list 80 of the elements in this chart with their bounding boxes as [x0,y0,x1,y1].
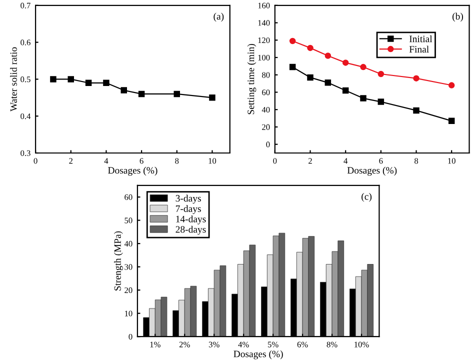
x-tick-label: 4 [104,158,108,164]
y-tick-label: 0.7 [20,2,30,8]
y-tick-label: 40 [124,240,132,247]
legend-label: 28-days [176,226,206,235]
x-axis-title: Dosages (%) [234,350,283,360]
y-tick-label: 40 [262,106,270,113]
y-axis-title: Setting time (min) [247,44,256,114]
x-tick-label: 1% [150,342,160,348]
point [342,87,349,94]
y-tick-label: 80 [262,72,270,78]
x-tick-label: 6% [297,342,308,348]
point [448,82,455,88]
y-tick-label: 60 [262,90,270,96]
x-tick-label: 0 [34,158,38,164]
y-tick-label: 0.5 [20,76,30,82]
y-tick-label: 20 [124,287,132,294]
x-tick-label: 0 [273,158,277,164]
point [289,38,296,44]
legend-label: Final [409,46,429,53]
x-tick-label: 6 [379,158,383,164]
point [360,64,366,70]
x-tick-label: 8 [175,158,179,164]
x-tick-label: 10 [448,158,456,164]
x-tick-label: 5% [268,342,278,348]
legend-label: Initial [409,35,432,42]
point [209,94,216,101]
annotation: (a) [214,12,224,22]
y-tick-label: 0.4 [20,113,31,120]
x-tick-label: 2% [179,342,190,348]
point [307,44,314,52]
x-axis-title: Dosages (%) [108,166,158,176]
y-axis-title: Strength (MPa) [114,231,123,290]
y-tick-label: 10 [125,310,132,316]
y-tick-label: 0 [266,142,270,148]
point [324,80,332,86]
x-tick-label: 2 [69,158,73,164]
point [448,118,455,124]
y-axis-title: Water solid ratio [10,47,17,112]
y-tick-label: 120 [258,37,270,44]
x-tick-label: 8 [414,158,418,164]
y-tick-label: 100 [258,54,270,60]
legend-label: 14-days [176,215,206,224]
x-tick-label: 8% [326,342,338,348]
point [307,74,314,81]
point [103,80,110,86]
point [85,80,92,86]
point [289,64,296,70]
point [324,52,332,59]
point [378,98,384,105]
y-tick-label: 0.3 [20,150,30,156]
point [138,90,145,98]
x-tick-label: 10 [208,158,216,164]
y-tick-label: 140 [258,20,270,26]
y-tick-label: 0 [128,334,132,340]
x-axis-title: Dosages (%) [347,166,397,176]
point [360,95,366,102]
annotation: (c) [362,192,372,202]
x-tick-label: 4 [344,158,348,164]
point [50,76,56,82]
y-tick-label: 0.6 [20,40,30,46]
point [342,60,349,66]
y-tick-label: 20 [262,124,270,130]
y-tick-label: 160 [258,2,270,8]
y-tick-label: 50 [124,218,132,224]
point [120,87,128,94]
legend-label: 3-days [176,194,201,204]
x-tick-label: 2 [308,158,312,164]
legend-label: 7-days [176,205,201,214]
point [413,107,420,114]
point [413,75,420,82]
x-tick-label: 4% [238,342,249,348]
y-tick-label: 60 [124,194,132,200]
annotation: (b) [452,12,464,22]
point [174,90,180,98]
x-tick-label: 3% [208,342,220,348]
point [378,70,384,78]
y-tick-label: 30 [124,264,132,270]
point [68,76,74,82]
x-tick-label: 10% [354,342,369,348]
x-tick-label: 6 [140,158,144,164]
